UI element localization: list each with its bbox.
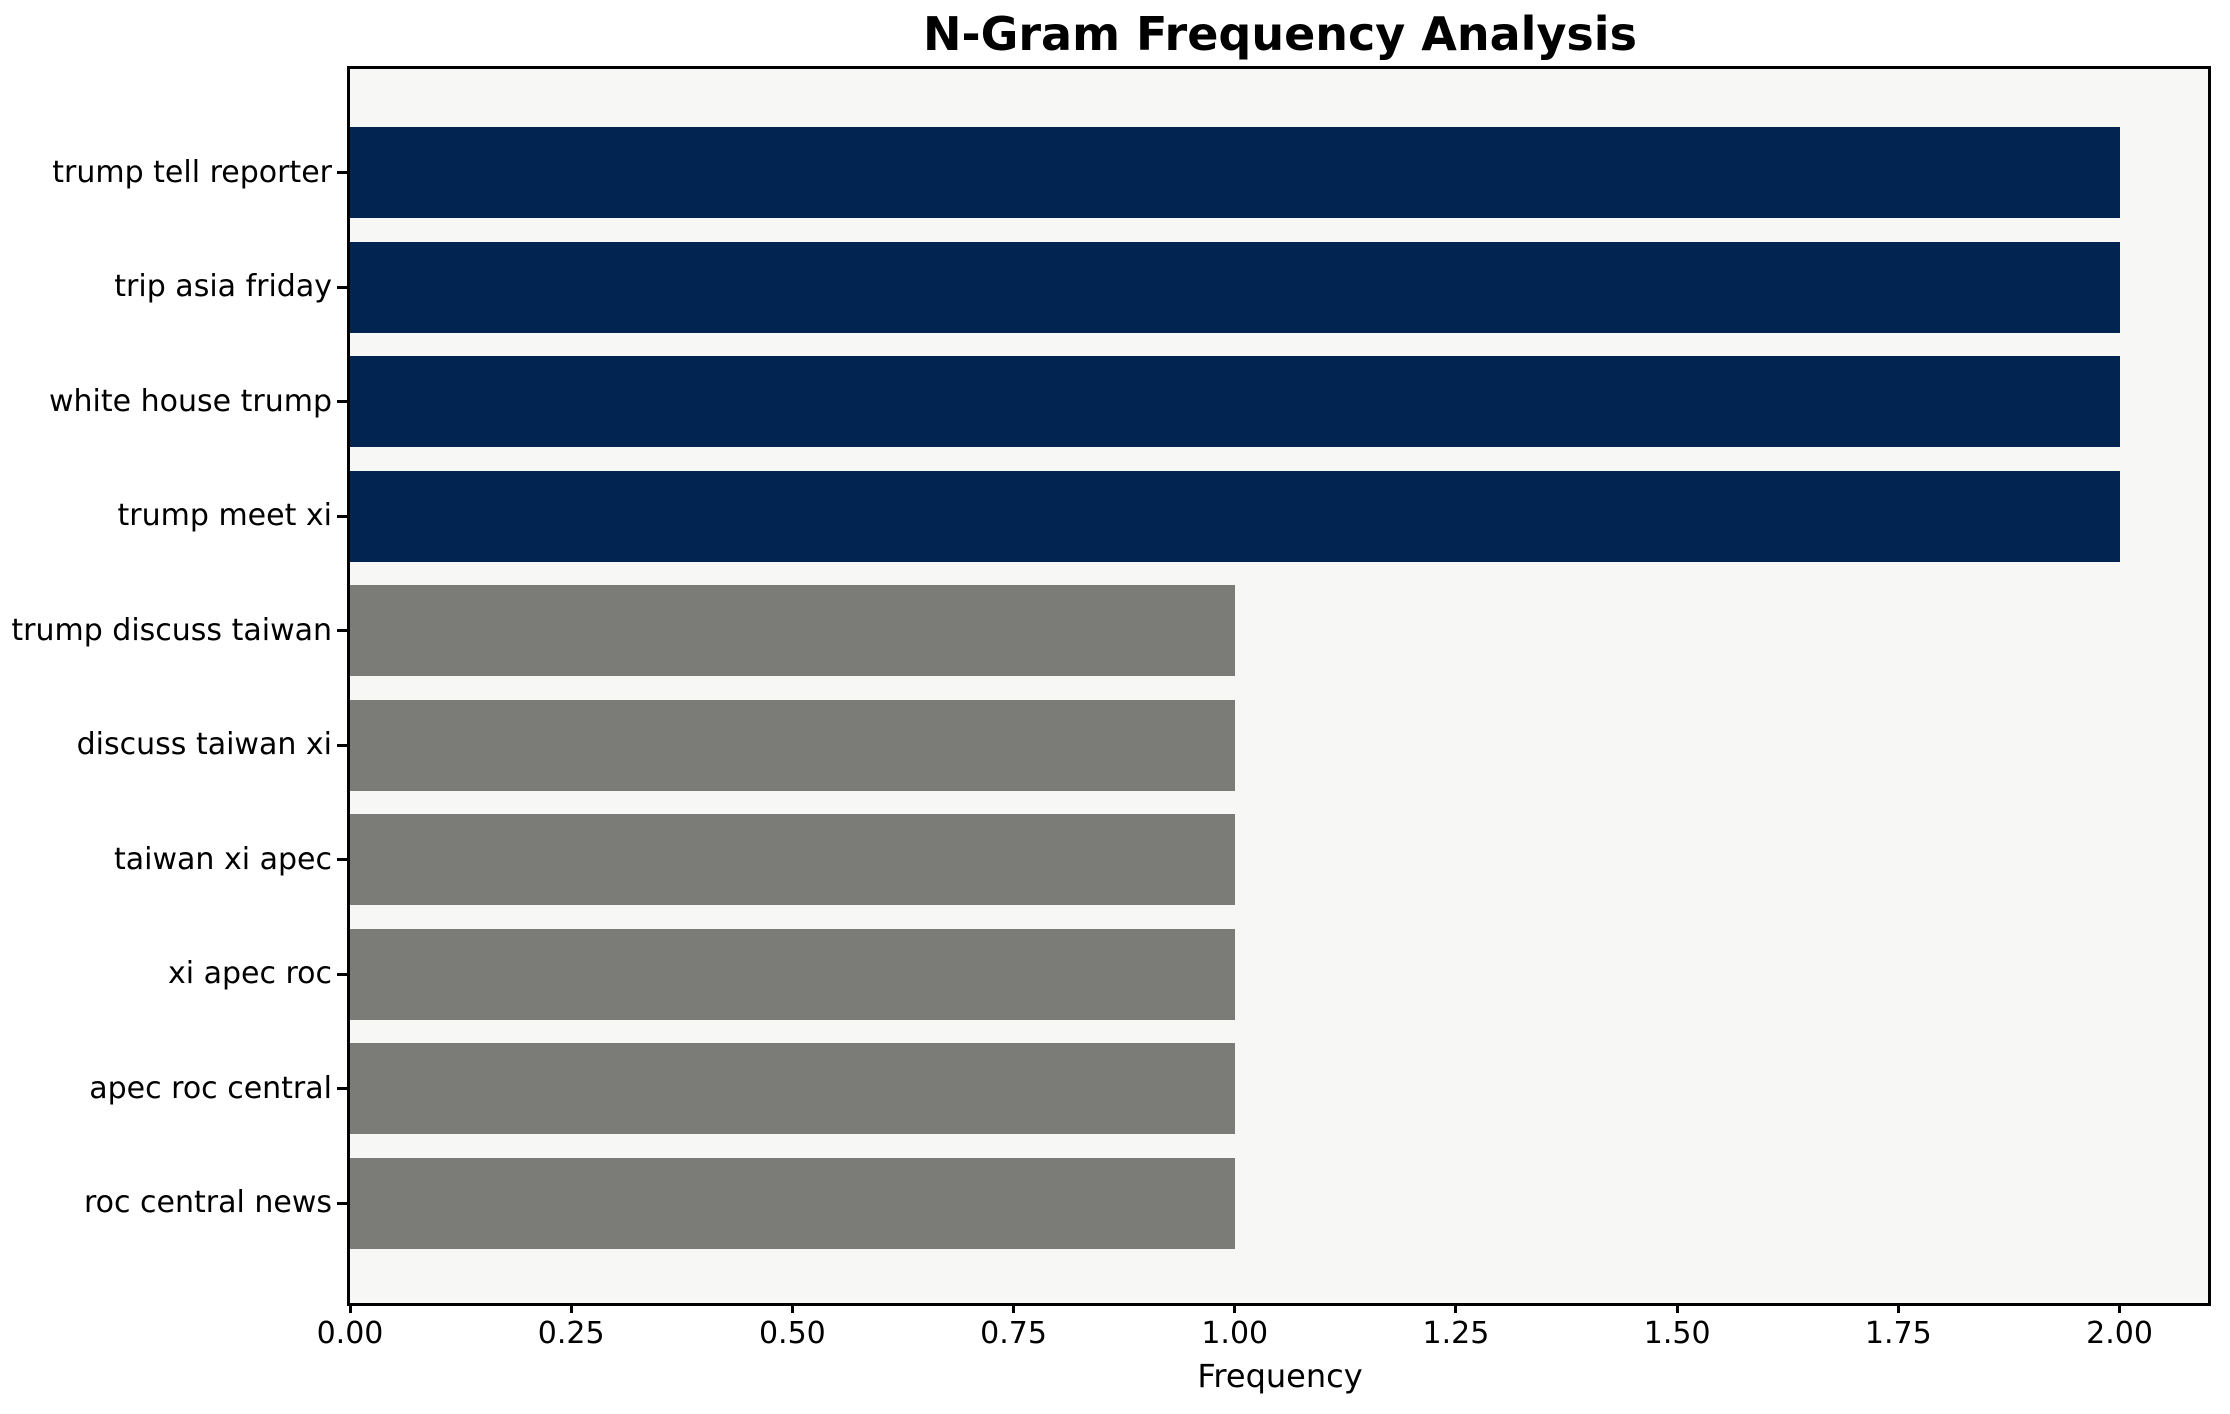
bar [350, 127, 2120, 218]
x-tick-label: 2.00 [2086, 1316, 2153, 1351]
x-tick-mark [1012, 1303, 1016, 1313]
y-tick-label: apec roc central [89, 1070, 332, 1106]
bar [350, 814, 1235, 905]
y-tick-label: discuss taiwan xi [76, 727, 332, 762]
y-tick-mark [337, 858, 348, 861]
x-tick-label: 1.50 [1643, 1316, 1711, 1351]
x-tick-mark [569, 1303, 573, 1313]
bar [350, 241, 2120, 333]
y-tick-label: trump tell reporter [52, 154, 332, 190]
bar [350, 699, 1235, 791]
x-tick-label: 0.75 [980, 1316, 1047, 1351]
x-tick-mark [2118, 1303, 2122, 1313]
bar [350, 1043, 1235, 1134]
y-tick-label: roc central news [83, 1185, 332, 1220]
x-tick-mark [1896, 1303, 1900, 1313]
bar [350, 928, 1235, 1020]
x-tick-label: 0.25 [537, 1316, 605, 1351]
y-tick-label: xi apec roc [167, 956, 332, 991]
x-tick-label: 1.00 [1201, 1316, 1269, 1351]
y-tick-label: trump discuss taiwan [11, 612, 332, 648]
y-tick-mark [337, 972, 348, 976]
bars-layer [350, 69, 2208, 1303]
x-tick-mark [790, 1303, 794, 1313]
x-tick-mark [1233, 1303, 1237, 1313]
x-tick-mark [348, 1303, 352, 1313]
chart-title: N-Gram Frequency Analysis [923, 7, 1637, 61]
x-tick-label: 1.25 [1422, 1316, 1490, 1351]
x-tick-label: 0.50 [758, 1316, 826, 1351]
bar [350, 356, 2120, 447]
y-tick-label: trip asia friday [114, 269, 332, 304]
bar [350, 585, 1235, 676]
x-tick-label: 1.75 [1864, 1316, 1932, 1351]
y-tick-mark [337, 400, 348, 403]
bar [350, 470, 2120, 562]
y-tick-mark [337, 171, 348, 174]
x-tick-mark [1675, 1303, 1679, 1313]
bar [350, 1157, 1235, 1249]
x-axis-label: Frequency [1197, 1357, 1363, 1395]
y-tick-label: taiwan xi apec [114, 841, 332, 877]
y-tick-mark [337, 743, 348, 747]
x-tick-mark [1454, 1303, 1458, 1313]
y-tick-mark [337, 1087, 348, 1090]
y-tick-mark [337, 285, 348, 289]
x-tick-label: 0.00 [316, 1316, 384, 1351]
y-tick-label: white house trump [48, 383, 332, 419]
y-tick-mark [337, 1201, 348, 1205]
y-tick-label: trump meet xi [117, 498, 332, 533]
y-tick-mark [337, 514, 348, 518]
y-tick-mark [337, 629, 348, 632]
